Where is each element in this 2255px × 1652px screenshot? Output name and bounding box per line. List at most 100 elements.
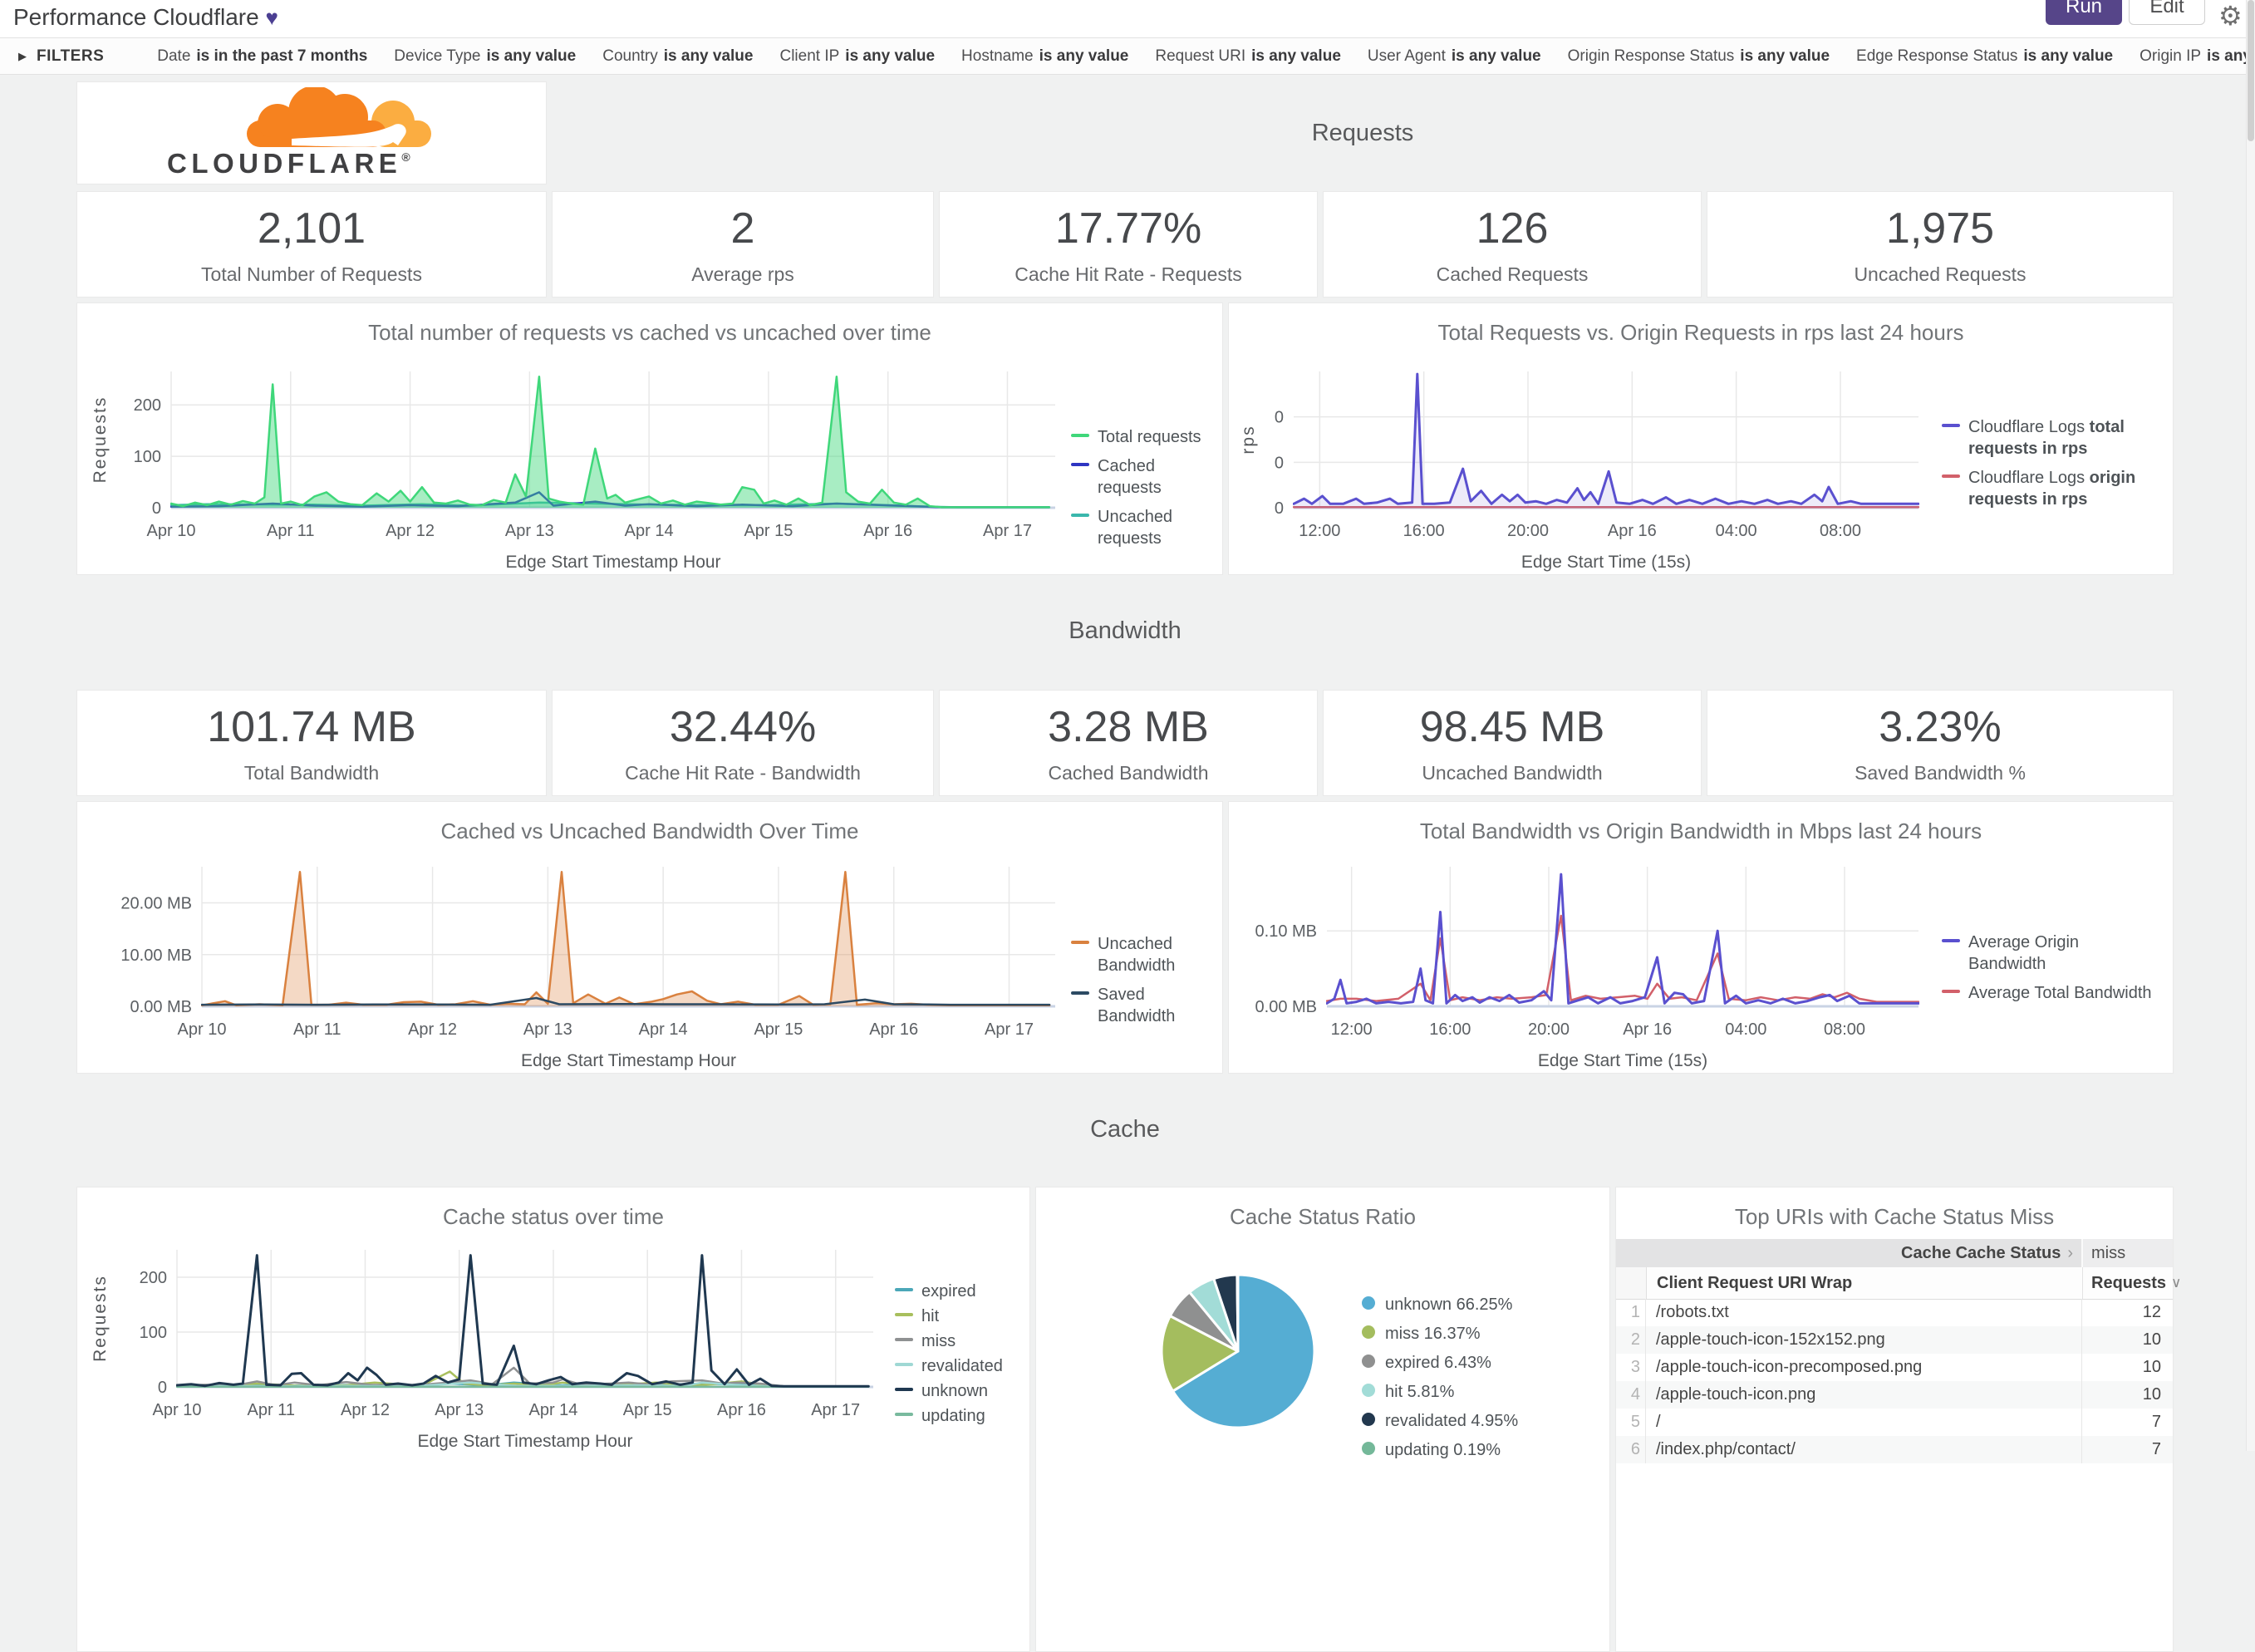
legend-item[interactable]: revalidated xyxy=(895,1355,1028,1377)
legend-item[interactable]: expired 6.43% xyxy=(1362,1352,1518,1374)
legend-item[interactable]: Cloudflare Logs origin requests in rps xyxy=(1942,467,2149,510)
uri-cell[interactable]: /apple-touch-icon-152x152.png xyxy=(1656,1330,1885,1349)
legend-item[interactable]: Uncached Bandwidth xyxy=(1071,933,1221,976)
uri-cell[interactable]: /apple-touch-icon-precomposed.png xyxy=(1656,1358,1923,1376)
legend-label: miss xyxy=(921,1332,956,1350)
kpi-label: Cached Bandwidth xyxy=(1048,761,1209,784)
legend-item[interactable]: hit 5.81% xyxy=(1362,1381,1518,1403)
legend-item[interactable]: Average Total Bandwidth xyxy=(1942,982,2158,1004)
uri-cell[interactable]: /apple-touch-icon.png xyxy=(1656,1385,1816,1404)
scrollbar-thumb[interactable] xyxy=(2248,0,2254,141)
chart-title: Total Bandwidth vs Origin Bandwidth in M… xyxy=(1419,819,1982,843)
scrollbar[interactable] xyxy=(2246,0,2255,1451)
row-number: 4 xyxy=(1616,1381,1646,1409)
legend-item[interactable]: Saved Bandwidth xyxy=(1071,984,1221,1027)
filter-value: is any value xyxy=(1451,47,1541,65)
edit-button[interactable]: Edit xyxy=(2129,0,2205,25)
legend-swatch-icon xyxy=(1071,434,1089,437)
legend-label: Cached requests xyxy=(1098,457,1162,497)
filter-item[interactable]: Request URI is any value xyxy=(1155,47,1341,66)
filter-item[interactable]: Origin Response Status is any value xyxy=(1568,47,1830,66)
kpi-label: Cache Hit Rate - Requests xyxy=(1015,263,1242,285)
chart-requests-over-time[interactable]: Total number of requests vs cached vs un… xyxy=(76,302,1223,575)
legend-item[interactable]: updating xyxy=(895,1405,1028,1427)
x-tick-label: Apr 12 xyxy=(341,1401,390,1419)
row-number: 5 xyxy=(1616,1409,1646,1436)
filter-item[interactable]: Date is in the past 7 months xyxy=(157,47,367,66)
legend-item[interactable]: hit xyxy=(895,1305,1028,1327)
legend-item[interactable]: Cloudflare Logs total requests in rps xyxy=(1942,416,2149,460)
filter-item[interactable]: Client IP is any value xyxy=(779,47,935,66)
caret-right-icon: ▶ xyxy=(18,49,27,62)
legend-item[interactable]: unknown xyxy=(895,1380,1028,1402)
gear-icon[interactable]: ⚙ xyxy=(2218,1,2243,31)
x-tick-label: Apr 10 xyxy=(178,1020,227,1039)
legend-item[interactable]: unknown 66.25% xyxy=(1362,1294,1518,1315)
legend-item[interactable]: miss 16.37% xyxy=(1362,1323,1518,1345)
legend-item[interactable]: Total requests xyxy=(1071,426,1221,448)
filter-value: is any value xyxy=(1251,47,1341,65)
legend-swatch-icon xyxy=(895,1413,913,1416)
chart-rps-24h[interactable]: Total Requests vs. Origin Requests in rp… xyxy=(1228,302,2174,575)
plot-area[interactable]: 0.00 MB 10.00 MB 20.00 MB Apr 10 Apr 11 Apr 1… xyxy=(77,802,1222,1073)
run-button[interactable]: Run xyxy=(2046,0,2122,25)
uri-cell[interactable]: /robots.txt xyxy=(1656,1303,1729,1321)
x-tick-label: 16:00 xyxy=(1403,522,1445,540)
legend-label: revalidated 4.95% xyxy=(1385,1412,1519,1430)
legend-item[interactable]: Cached requests xyxy=(1071,455,1221,499)
legend-item[interactable]: expired xyxy=(895,1281,1028,1302)
column-header-uri[interactable]: Client Request URI Wrap xyxy=(1657,1273,1853,1292)
legend-item[interactable]: Uncached requests xyxy=(1071,506,1221,549)
column-header-requests[interactable]: Requests ∨ xyxy=(2082,1267,2181,1299)
y-tick-label: 100 xyxy=(134,448,161,466)
legend-label: Average Origin Bandwidth xyxy=(1968,933,2080,973)
bandwidth-kpi-row: 101.74 MB Total Bandwidth 32.44% Cache Hit … xyxy=(76,690,2174,796)
y-axis-title: rps xyxy=(1239,425,1258,454)
pie-slice-updating[interactable] xyxy=(1236,1273,1240,1353)
filter-item[interactable]: Origin IP is any value xyxy=(2140,47,2255,66)
pie-chart[interactable] xyxy=(1157,1271,1319,1432)
legend-item[interactable]: updating 0.19% xyxy=(1362,1439,1518,1461)
filter-item[interactable]: Country is any value xyxy=(602,47,753,66)
filter-value: is any value xyxy=(663,47,754,65)
filter-item[interactable]: Device Type is any value xyxy=(394,47,576,66)
legend-item[interactable]: revalidated 4.95% xyxy=(1362,1410,1518,1432)
filter-item[interactable]: Edge Response Status is any value xyxy=(1856,47,2113,66)
pie-slice-unknown[interactable] xyxy=(1172,1273,1316,1429)
filter-name: User Agent xyxy=(1367,47,1446,65)
x-tick-label: Apr 17 xyxy=(985,1020,1034,1039)
chart-bandwidth-over-time[interactable]: Cached vs Uncached Bandwidth Over Time 0.… xyxy=(76,801,1223,1074)
x-tick-label: 08:00 xyxy=(1824,1020,1865,1039)
filter-item[interactable]: Hostname is any value xyxy=(961,47,1128,66)
chart-title: Cached vs Uncached Bandwidth Over Time xyxy=(440,819,859,843)
legend-item[interactable]: Average Origin Bandwidth xyxy=(1942,932,2158,975)
chart-title: Total Requests vs. Origin Requests in rp… xyxy=(1437,320,1964,345)
chart-cache-status-over-time[interactable]: Cache status over time 0 100 200 Apr 10 Apr 1… xyxy=(76,1187,1030,1652)
filter-item[interactable]: User Agent is any value xyxy=(1368,47,1541,66)
series-line-unknown xyxy=(176,1254,870,1388)
legend-item[interactable]: miss xyxy=(895,1330,1028,1352)
x-tick-label: Apr 16 xyxy=(1623,1020,1672,1039)
filter-name: Date xyxy=(157,47,191,65)
chart-mbps-24h[interactable]: Total Bandwidth vs Origin Bandwidth in M… xyxy=(1228,801,2174,1074)
pie-slice-miss[interactable] xyxy=(1160,1315,1240,1393)
legend-label: revalidated xyxy=(921,1357,1003,1375)
filters-toggle[interactable]: ▶ FILTERS xyxy=(18,47,104,66)
x-tick-label: 08:00 xyxy=(1820,522,1861,540)
x-tick-label: 20:00 xyxy=(1507,522,1549,540)
plot-area[interactable]: 0 100 200 Apr 10 Apr 11 Apr 12 Apr 13 Apr 14 Apr… xyxy=(77,303,1222,574)
plot-area[interactable]: 0.00 MB 0.10 MB 12:00 16:00 20:00 Apr 16 04:00… xyxy=(1229,802,2173,1073)
legend-swatch-icon xyxy=(1071,514,1089,517)
legend-dot-icon xyxy=(1362,1325,1375,1339)
chart-cache-status-ratio[interactable]: Cache Status Ratio unknown 66.25% miss 16… xyxy=(1035,1187,1610,1652)
pivot-header[interactable]: Cache Cache Status › xyxy=(1616,1239,2081,1267)
plot-area[interactable]: 0 100 200 Apr 10 Apr 11 Apr 12 Apr 13 Apr 14 Apr… xyxy=(77,1187,1029,1651)
filter-name: Request URI xyxy=(1155,47,1246,65)
filter-value: is any value xyxy=(845,47,936,65)
kpi-label: Average rps xyxy=(691,263,794,285)
y-tick-label: 200 xyxy=(140,1269,167,1287)
series-line-average-origin-bandwidth xyxy=(1326,873,1919,1005)
plot-area[interactable]: 0 0 0 12:00 16:00 20:00 Apr 16 04:00 08:00 rps Edg… xyxy=(1229,303,2173,574)
uri-cell[interactable]: / xyxy=(1656,1413,1661,1431)
uri-cell[interactable]: /index.php/contact/ xyxy=(1656,1440,1796,1458)
